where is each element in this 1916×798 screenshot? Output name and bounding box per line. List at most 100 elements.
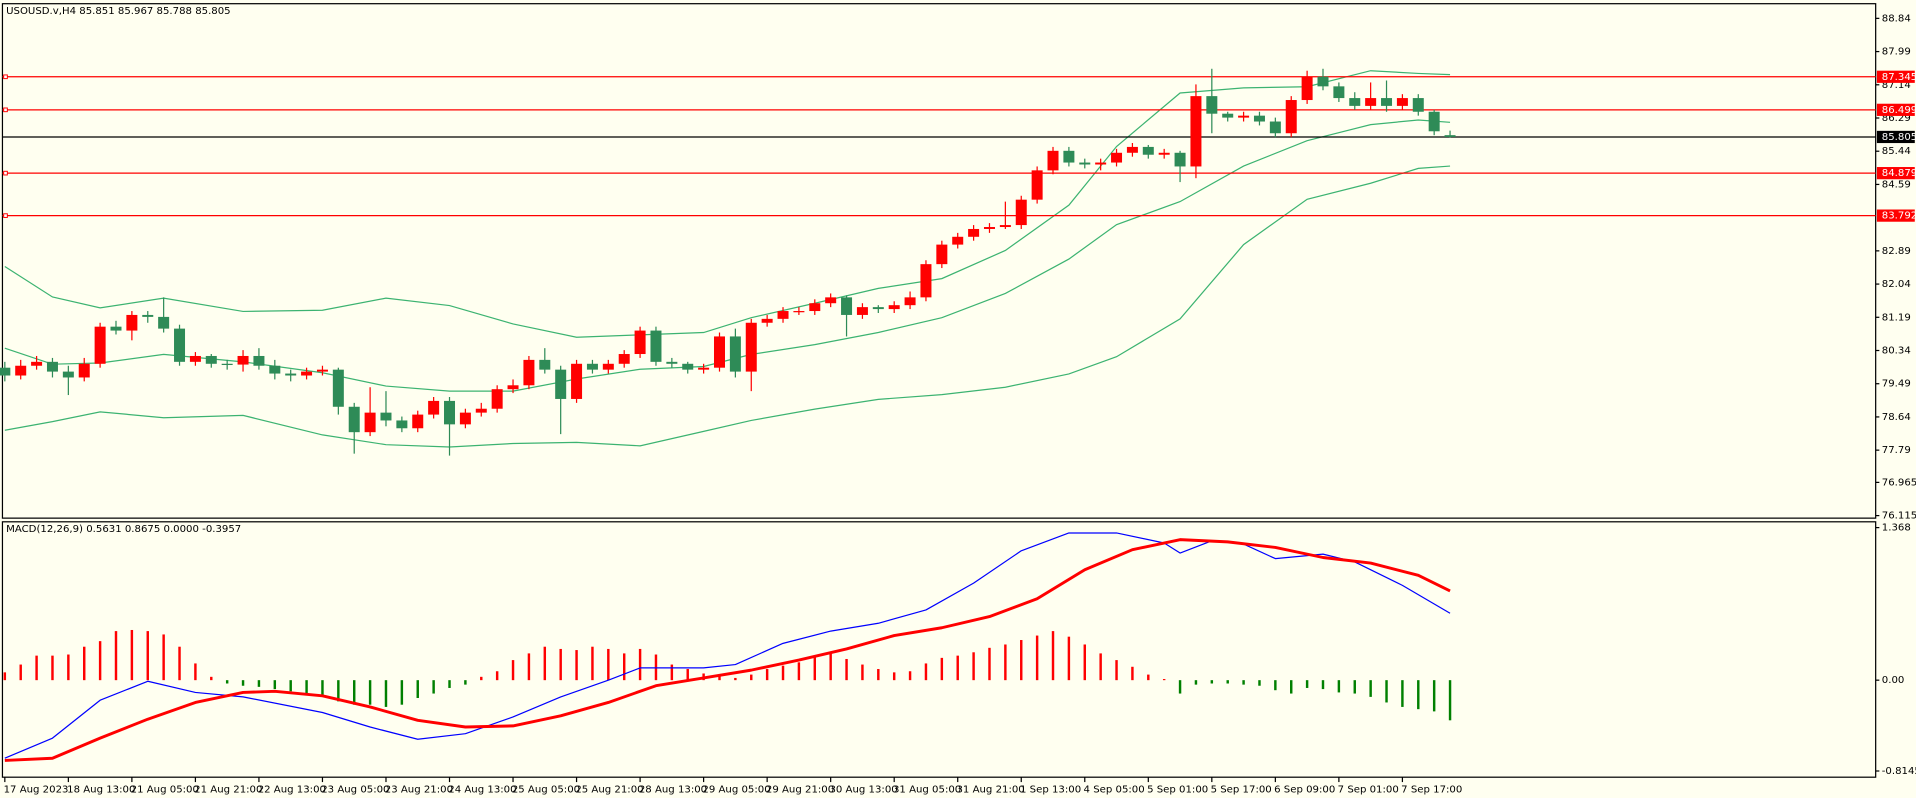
candle-body	[586, 363, 598, 370]
candle-body	[1190, 96, 1202, 167]
level-label-box	[1876, 70, 1915, 83]
macd-line	[4, 538, 1451, 762]
candle-body	[46, 361, 58, 372]
candle-body	[253, 355, 265, 366]
candle-body	[285, 373, 297, 376]
candle-body	[713, 336, 725, 368]
candle-body	[1126, 146, 1138, 153]
candle-body	[634, 330, 646, 355]
candle-body	[1031, 170, 1043, 200]
x-tick-label: 28 Aug 13:00	[639, 784, 707, 795]
candle-body	[1063, 150, 1075, 163]
level-handle	[3, 170, 8, 176]
x-tick-label: 25 Aug 05:00	[512, 784, 580, 795]
candle-body	[491, 389, 503, 409]
x-tick-label: 31 Aug 05:00	[893, 784, 961, 795]
candle-body	[444, 400, 456, 425]
candle-body	[412, 414, 424, 429]
candle-body	[682, 363, 694, 370]
candle-body	[31, 361, 43, 366]
y-tick-label: 82.04	[1882, 279, 1911, 290]
y-tick-label: 79.49	[1882, 379, 1911, 390]
candle-body	[1206, 96, 1218, 114]
candle-body	[1269, 121, 1281, 134]
y-tick-label: 80.34	[1882, 346, 1911, 357]
candle-body	[158, 316, 170, 329]
x-tick-label: 29 Aug 21:00	[766, 784, 834, 795]
candle-body	[1381, 98, 1393, 106]
level-label: 83.792	[1882, 211, 1916, 222]
candle-body	[650, 330, 662, 362]
candle-body	[745, 322, 757, 372]
axes: 88.84 87.99 87.14 86.29 85.44 84.59 82.89 82.04…	[4, 13, 1916, 795]
candle-body	[428, 400, 440, 415]
x-tick-label: 17 Aug 2023	[4, 784, 69, 795]
candle-body	[332, 369, 344, 407]
candle-body	[62, 371, 74, 378]
candle-body	[1412, 98, 1424, 112]
level-handle	[3, 74, 8, 80]
x-tick-label: 7 Sep 01:00	[1338, 784, 1399, 795]
candle-body	[1095, 162, 1107, 165]
y-tick-label: -0.8145	[1882, 766, 1916, 777]
candle-body	[1238, 115, 1250, 118]
candle-body	[523, 359, 535, 386]
y-tick-label: 87.14	[1882, 80, 1911, 91]
level-label: 84.879	[1882, 168, 1916, 179]
y-tick-label: 86.29	[1882, 113, 1911, 124]
candle-body	[825, 297, 837, 304]
level-label-box	[1876, 167, 1915, 180]
level-label: 87.345	[1882, 72, 1916, 83]
main-title: USOUSD.v,H4 85.851 85.967 85.788 85.805	[6, 6, 231, 17]
macd-pane-frame	[1, 521, 1877, 778]
current-price-box	[1876, 130, 1915, 144]
candle-body	[475, 408, 487, 413]
x-tick-label: 24 Aug 13:00	[448, 784, 516, 795]
x-tick-label: 5 Sep 01:00	[1147, 784, 1208, 795]
candle-body	[316, 369, 328, 372]
candle-body	[380, 412, 392, 421]
level-label-box	[1876, 103, 1915, 116]
x-tick-label: 21 Aug 21:00	[194, 784, 262, 795]
candle-body	[78, 363, 90, 378]
x-tick-label: 21 Aug 05:00	[131, 784, 199, 795]
candle-body	[0, 367, 11, 376]
level-handle	[3, 213, 8, 218]
candle-body	[1301, 76, 1313, 101]
y-tick-label: 88.84	[1882, 13, 1911, 24]
candle-body	[952, 236, 964, 245]
candle-body	[1365, 98, 1377, 106]
y-tick-label: 81.19	[1882, 312, 1911, 323]
candle-body	[793, 311, 805, 313]
candle-body	[539, 359, 551, 370]
candle-body	[936, 244, 948, 265]
x-tick-label: 23 Aug 05:00	[321, 784, 389, 795]
candle-body	[1444, 135, 1456, 137]
x-tick-label: 1 Sep 13:00	[1020, 784, 1081, 795]
candle-body	[396, 420, 408, 429]
candle-body	[1333, 86, 1345, 99]
candle-body	[1317, 76, 1329, 87]
candle-body	[618, 354, 630, 364]
candle-body	[809, 303, 821, 312]
bollinger-band	[4, 70, 1451, 338]
candle-body	[301, 371, 313, 376]
y-tick-label: 0.00	[1882, 675, 1905, 686]
candle-body	[983, 227, 995, 229]
x-tick-label: 23 Aug 21:00	[385, 784, 453, 795]
candle-body	[1142, 146, 1154, 155]
y-tick-label: 78.64	[1882, 412, 1911, 423]
candle-body	[15, 365, 27, 376]
main-pane	[0, 68, 1876, 456]
candle-body	[110, 326, 122, 331]
candle-body	[142, 314, 154, 317]
candle-body	[1428, 111, 1440, 132]
candle-body	[126, 314, 138, 331]
candle-body	[1047, 150, 1059, 171]
candle-body	[968, 228, 980, 237]
candle-body	[507, 385, 519, 390]
candle-body	[1396, 98, 1408, 106]
candle-body	[555, 369, 567, 399]
y-tick-label: 84.59	[1882, 179, 1911, 190]
